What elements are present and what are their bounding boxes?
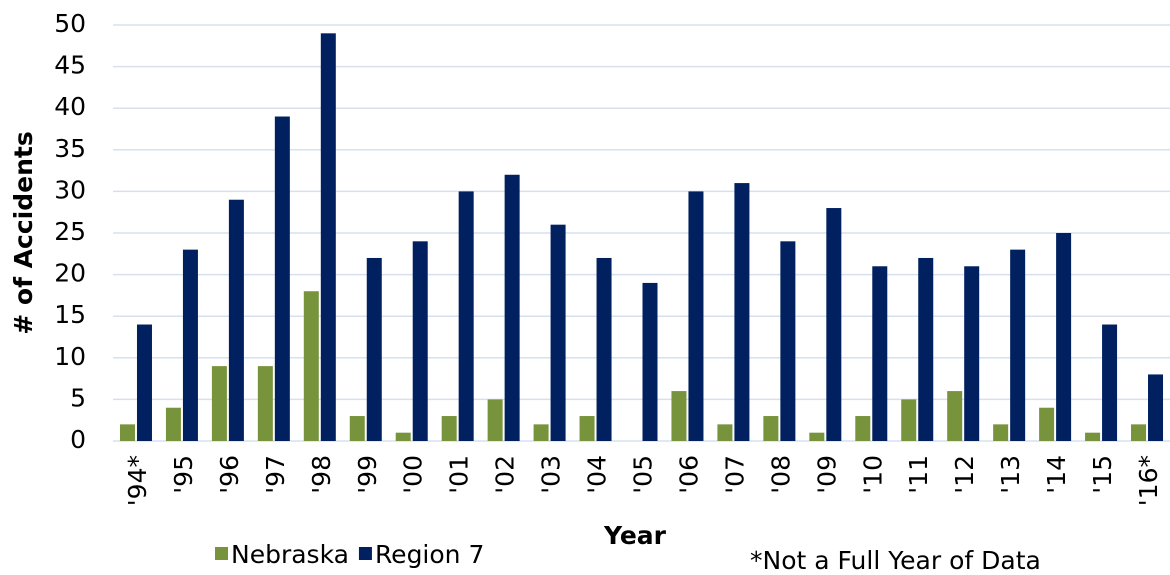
- y-axis-title: # of Accidents: [9, 131, 38, 334]
- x-tick-label: '15: [1088, 455, 1117, 494]
- x-tick-label: '12: [950, 455, 979, 494]
- bar: [228, 199, 244, 441]
- bar: [165, 407, 181, 441]
- bar: [872, 266, 888, 441]
- x-tick-label: '99: [353, 455, 382, 494]
- bar: [642, 282, 658, 441]
- bar: [274, 116, 290, 442]
- bar: [458, 191, 474, 441]
- bar: [918, 257, 934, 441]
- bar: [993, 424, 1009, 441]
- bar: [349, 416, 365, 441]
- bar: [1039, 407, 1055, 441]
- bar: [1148, 374, 1164, 441]
- bar: [320, 33, 336, 441]
- bar: [504, 174, 520, 441]
- x-tick-label: '94*: [123, 455, 152, 506]
- x-tick-label: '14: [1042, 455, 1071, 494]
- x-tick-label: '97: [261, 455, 290, 494]
- bar: [550, 224, 566, 441]
- x-tick-label: '04: [583, 455, 612, 494]
- note: *Not a Full Year of Data: [750, 546, 1041, 575]
- bar: [366, 257, 382, 441]
- bar: [901, 399, 917, 441]
- bar: [119, 424, 135, 441]
- bar: [734, 183, 750, 441]
- bar: [688, 191, 704, 441]
- legend-label: Nebraska: [231, 540, 349, 569]
- bar: [182, 249, 198, 441]
- bar: [579, 416, 595, 441]
- bar: [303, 291, 319, 441]
- y-tick-label: 25: [54, 217, 86, 246]
- bar: [136, 324, 152, 441]
- bar: [947, 391, 963, 441]
- x-tick-label: '13: [996, 455, 1025, 494]
- bar: [1056, 233, 1072, 441]
- y-tick-label: 0: [70, 425, 86, 454]
- legend-label: Region 7: [375, 540, 484, 569]
- bar: [596, 257, 612, 441]
- x-tick-label: '01: [445, 455, 474, 494]
- x-axis-title: Year: [603, 521, 667, 550]
- y-tick-label: 45: [54, 51, 86, 80]
- x-tick-label: '95: [169, 455, 198, 494]
- bar: [487, 399, 503, 441]
- x-tick-label: '09: [812, 455, 841, 494]
- x-tick-label: '06: [674, 455, 703, 494]
- legend-swatch: [215, 547, 228, 560]
- x-tick-label: '16*: [1134, 455, 1163, 506]
- x-tick-label: '00: [399, 455, 428, 494]
- bar: [441, 416, 457, 441]
- y-tick-label: 35: [54, 134, 86, 163]
- bar: [809, 432, 825, 441]
- bar: [412, 241, 428, 441]
- legend-swatch: [358, 547, 372, 560]
- bar: [780, 241, 796, 441]
- bar: [671, 391, 687, 441]
- bar: [826, 208, 842, 441]
- y-tick-label: 20: [54, 259, 86, 288]
- bar: [1131, 424, 1147, 441]
- x-tick-label: '05: [629, 455, 658, 494]
- bar: [211, 366, 227, 441]
- x-tick-label: '96: [215, 455, 244, 494]
- x-tick-label: '07: [720, 455, 749, 494]
- y-tick-label: 50: [54, 9, 86, 38]
- y-tick-label: 15: [54, 300, 86, 329]
- bar: [395, 432, 411, 441]
- x-tick-label: '02: [491, 455, 520, 494]
- y-tick-label: 5: [70, 383, 86, 412]
- bar: [717, 424, 733, 441]
- bar: [533, 424, 549, 441]
- bar: [763, 416, 779, 441]
- bar: [964, 266, 980, 441]
- bar: [1085, 432, 1101, 441]
- x-tick-label: '08: [766, 455, 795, 494]
- y-tick-label: 10: [54, 342, 86, 371]
- x-tick-label: '10: [858, 455, 887, 494]
- x-tick-label: '98: [307, 455, 336, 494]
- x-tick-label: '11: [904, 455, 933, 494]
- bar: [257, 366, 273, 441]
- bar: [1010, 249, 1026, 441]
- bar: [855, 416, 871, 441]
- bar: [1102, 324, 1118, 441]
- y-tick-label: 40: [54, 92, 86, 121]
- x-tick-label: '03: [537, 455, 566, 494]
- y-tick-label: 30: [54, 175, 86, 204]
